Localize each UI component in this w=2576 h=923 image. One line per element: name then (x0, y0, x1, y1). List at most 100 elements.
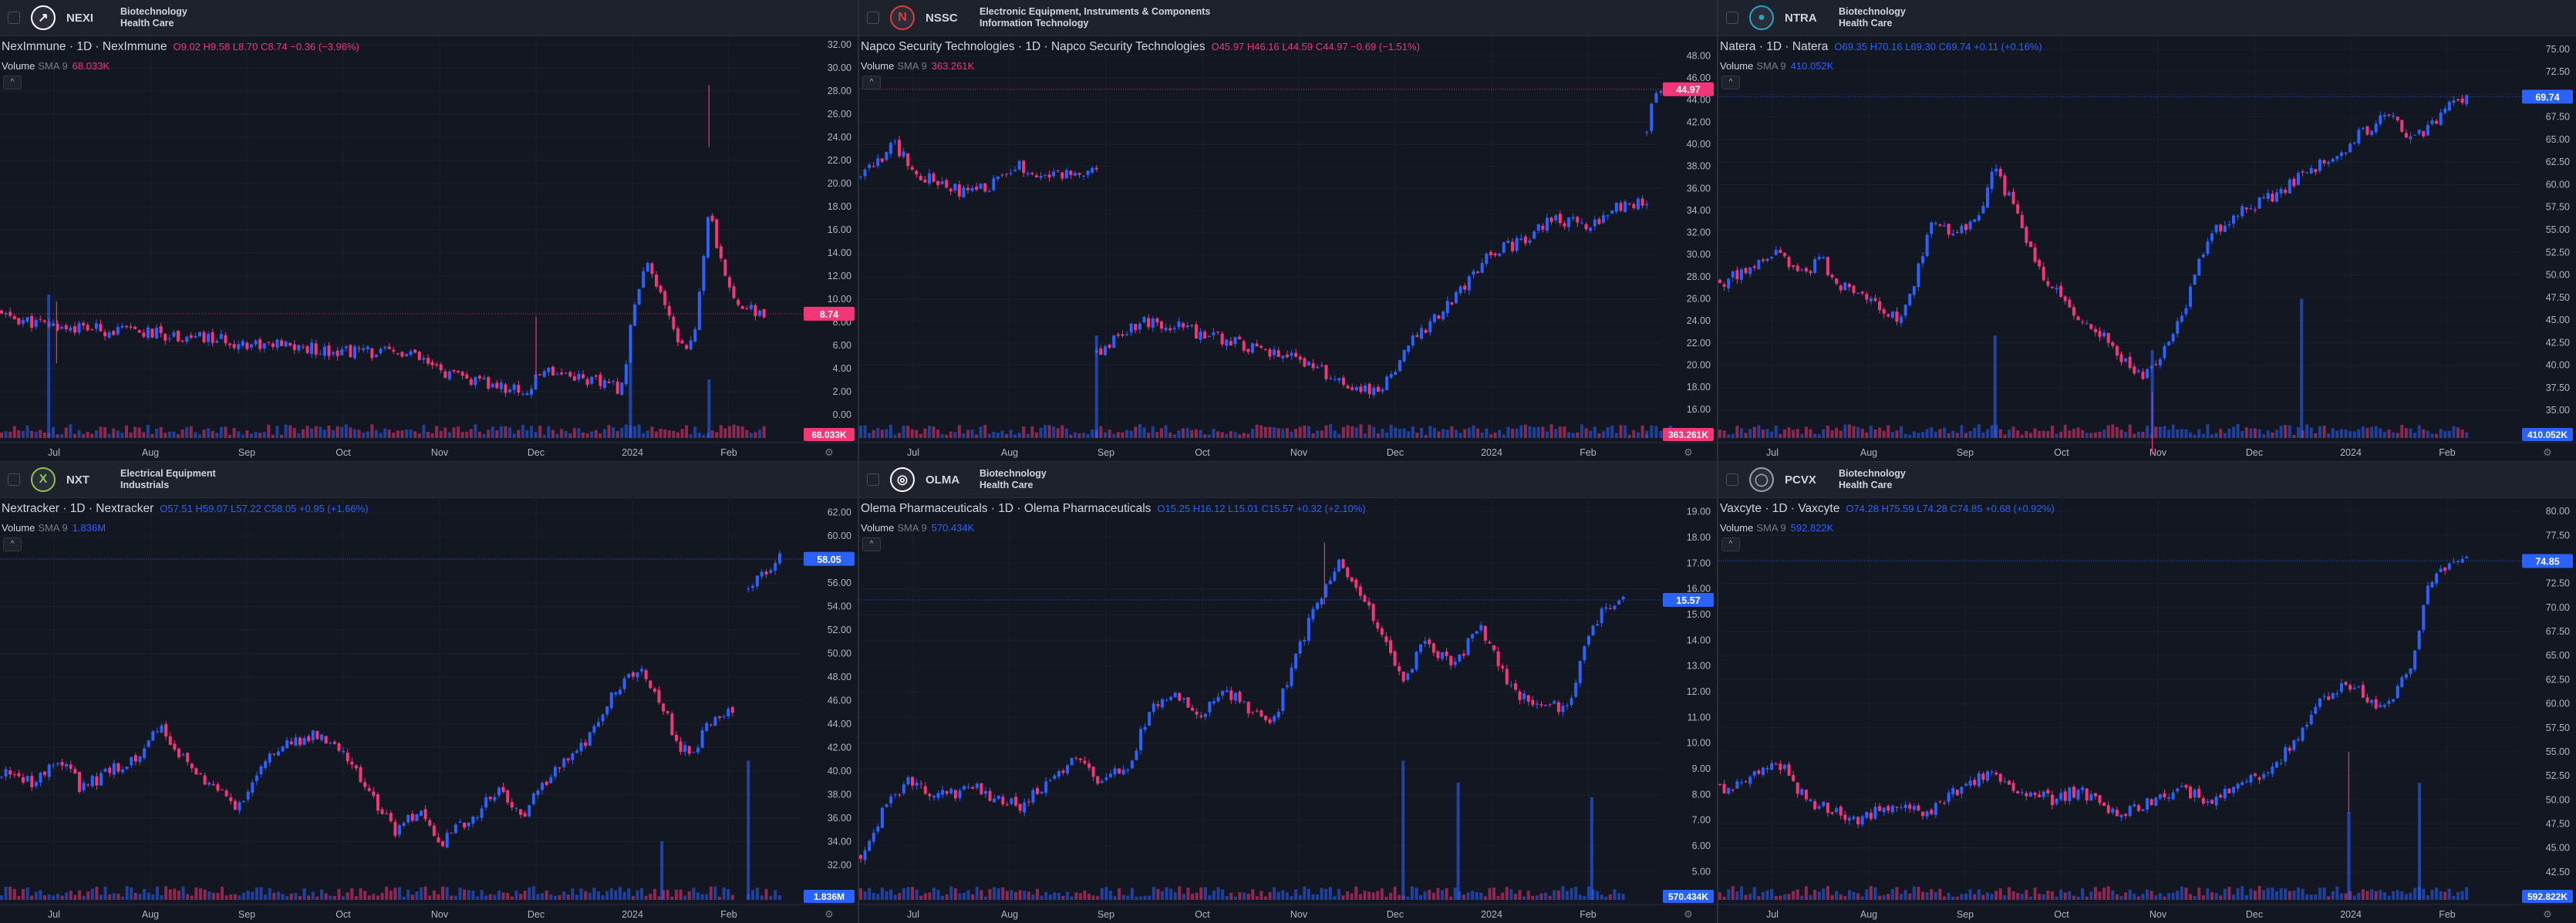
volume-bar (1934, 431, 1937, 438)
collapse-legend-button[interactable]: ^ (862, 76, 881, 89)
chart-panel-nexi[interactable]: ↗ NEXI Biotechnology Health Care 32.00 30.00 2… (0, 0, 858, 461)
candle (2020, 792, 2024, 793)
y-axis-tick: 13.00 (1687, 661, 1711, 672)
symbol-ticker[interactable]: OLMA (926, 473, 960, 487)
volume-bar (2076, 427, 2080, 438)
pcvx-logo-icon: ◯ (1749, 467, 1774, 492)
volume-bar (1479, 892, 1483, 900)
x-axis-tick: Dec (528, 447, 545, 458)
y-axis-tick: 42.00 (828, 742, 851, 753)
volume-bar (1168, 432, 1172, 438)
candle (650, 263, 654, 275)
price-chart[interactable]: 62.0060.0058.0056.0054.0052.0050.0048.00… (0, 462, 858, 923)
volume-bar (367, 895, 371, 900)
volume-bar (1364, 433, 1367, 438)
candle (2219, 794, 2223, 798)
symbol-ticker[interactable]: NTRA (1785, 11, 1817, 25)
candle (1212, 332, 1216, 335)
volume-bar (406, 889, 410, 900)
volume-bar (619, 887, 622, 900)
volume-bar (2232, 894, 2236, 900)
select-checkbox[interactable] (8, 473, 20, 486)
volume-bar (1890, 432, 1894, 438)
volume-bar (327, 425, 331, 438)
candle (555, 374, 559, 376)
candle (1804, 268, 1808, 271)
volume-bar (885, 891, 888, 900)
volume-bar (596, 891, 600, 900)
candle (996, 176, 1000, 180)
select-checkbox[interactable] (867, 12, 879, 24)
chart-panel-nxt[interactable]: X NXT Electrical Equipment Industrials 62.00… (0, 462, 858, 923)
x-axis-tick: Dec (2246, 447, 2263, 458)
candle (1847, 817, 1851, 821)
volume-bar (1087, 893, 1091, 900)
volume-bar (558, 894, 561, 900)
candle (1900, 807, 1903, 809)
candle (1496, 651, 1500, 666)
candle (1060, 172, 1064, 179)
chart-panel-nssc[interactable]: N NSSC Electronic Equipment, Instruments &… (859, 0, 1717, 461)
y-axis-tick: 6.00 (1692, 840, 1711, 851)
symbol-ticker[interactable]: PCVX (1785, 473, 1816, 487)
volume-bar (447, 432, 451, 438)
y-axis-tick: 11.00 (1688, 712, 1711, 723)
candle (2352, 688, 2356, 689)
y-axis-tick: 22.00 (1687, 338, 1711, 349)
volume-bar (1860, 429, 1864, 438)
volume-bar (1410, 886, 1414, 900)
price-chart[interactable]: 19.0018.0017.0016.0015.0014.0013.0012.00… (859, 462, 1717, 923)
candle (1298, 641, 1302, 654)
collapse-legend-button[interactable]: ^ (3, 537, 22, 551)
volume-bar (1496, 895, 1500, 900)
candle (1044, 174, 1047, 176)
candle (1182, 323, 1185, 328)
volume-sma: SMA 9 (897, 522, 927, 534)
collapse-legend-button[interactable]: ^ (1721, 537, 1740, 551)
volume-bar (1930, 889, 1934, 900)
symbol-ticker[interactable]: NSSC (926, 11, 958, 25)
chart-panel-pcvx[interactable]: ◯ PCVX Biotechnology Health Care 80.00 77.50 7… (1718, 462, 2576, 923)
price-chart[interactable]: 80.0077.5075.0072.5070.0067.5065.0062.50… (1718, 462, 2576, 923)
candle (1281, 688, 1285, 711)
symbol-ticker[interactable]: NXT (66, 473, 89, 487)
price-chart[interactable]: 48.0046.0044.0042.0040.0038.0036.0034.00… (859, 0, 1717, 461)
volume-bar (2443, 891, 2447, 900)
volume-bar (86, 431, 89, 438)
candle (2149, 799, 2153, 806)
select-checkbox[interactable] (1726, 12, 1738, 24)
price-chart[interactable]: 75.0072.5070.0067.5065.0062.5060.0057.50… (1718, 0, 2576, 461)
y-axis-tick: 40.00 (828, 766, 851, 776)
volume-bar (1847, 424, 1851, 438)
candle (340, 349, 344, 355)
volume-bar (1456, 783, 1460, 900)
collapse-legend-button[interactable]: ^ (3, 76, 22, 89)
collapse-legend-button[interactable]: ^ (1721, 76, 1740, 89)
candle (346, 752, 349, 762)
volume-bar (605, 891, 609, 900)
volume-bar (2028, 433, 2032, 438)
volume-bar (335, 426, 339, 438)
price-chart[interactable]: 32.0030.0028.0026.0024.0022.0020.0018.00… (0, 0, 858, 461)
candle (1376, 386, 1380, 392)
volume-bar (560, 429, 564, 438)
x-axis-tick: Jul (48, 447, 60, 458)
symbol-ticker[interactable]: NEXI (66, 11, 94, 25)
select-checkbox[interactable] (1726, 473, 1738, 486)
volume-bar (2418, 783, 2422, 900)
candle (2417, 130, 2421, 134)
volume-bar (147, 892, 150, 900)
chart-panel-olma[interactable]: ◎ OLMA Biotechnology Health Care 19.00 18.00 1… (859, 462, 1717, 923)
collapse-legend-button[interactable]: ^ (862, 537, 881, 551)
candle (2426, 585, 2429, 605)
candle (2249, 208, 2253, 210)
x-axis-tick: Sep (1097, 447, 1114, 458)
select-checkbox[interactable] (8, 12, 20, 24)
volume-bar (758, 429, 762, 438)
select-checkbox[interactable] (867, 473, 879, 486)
candle (367, 788, 371, 791)
volume-bar (1346, 891, 1350, 900)
volume-bar (194, 887, 198, 900)
candle (458, 821, 462, 823)
